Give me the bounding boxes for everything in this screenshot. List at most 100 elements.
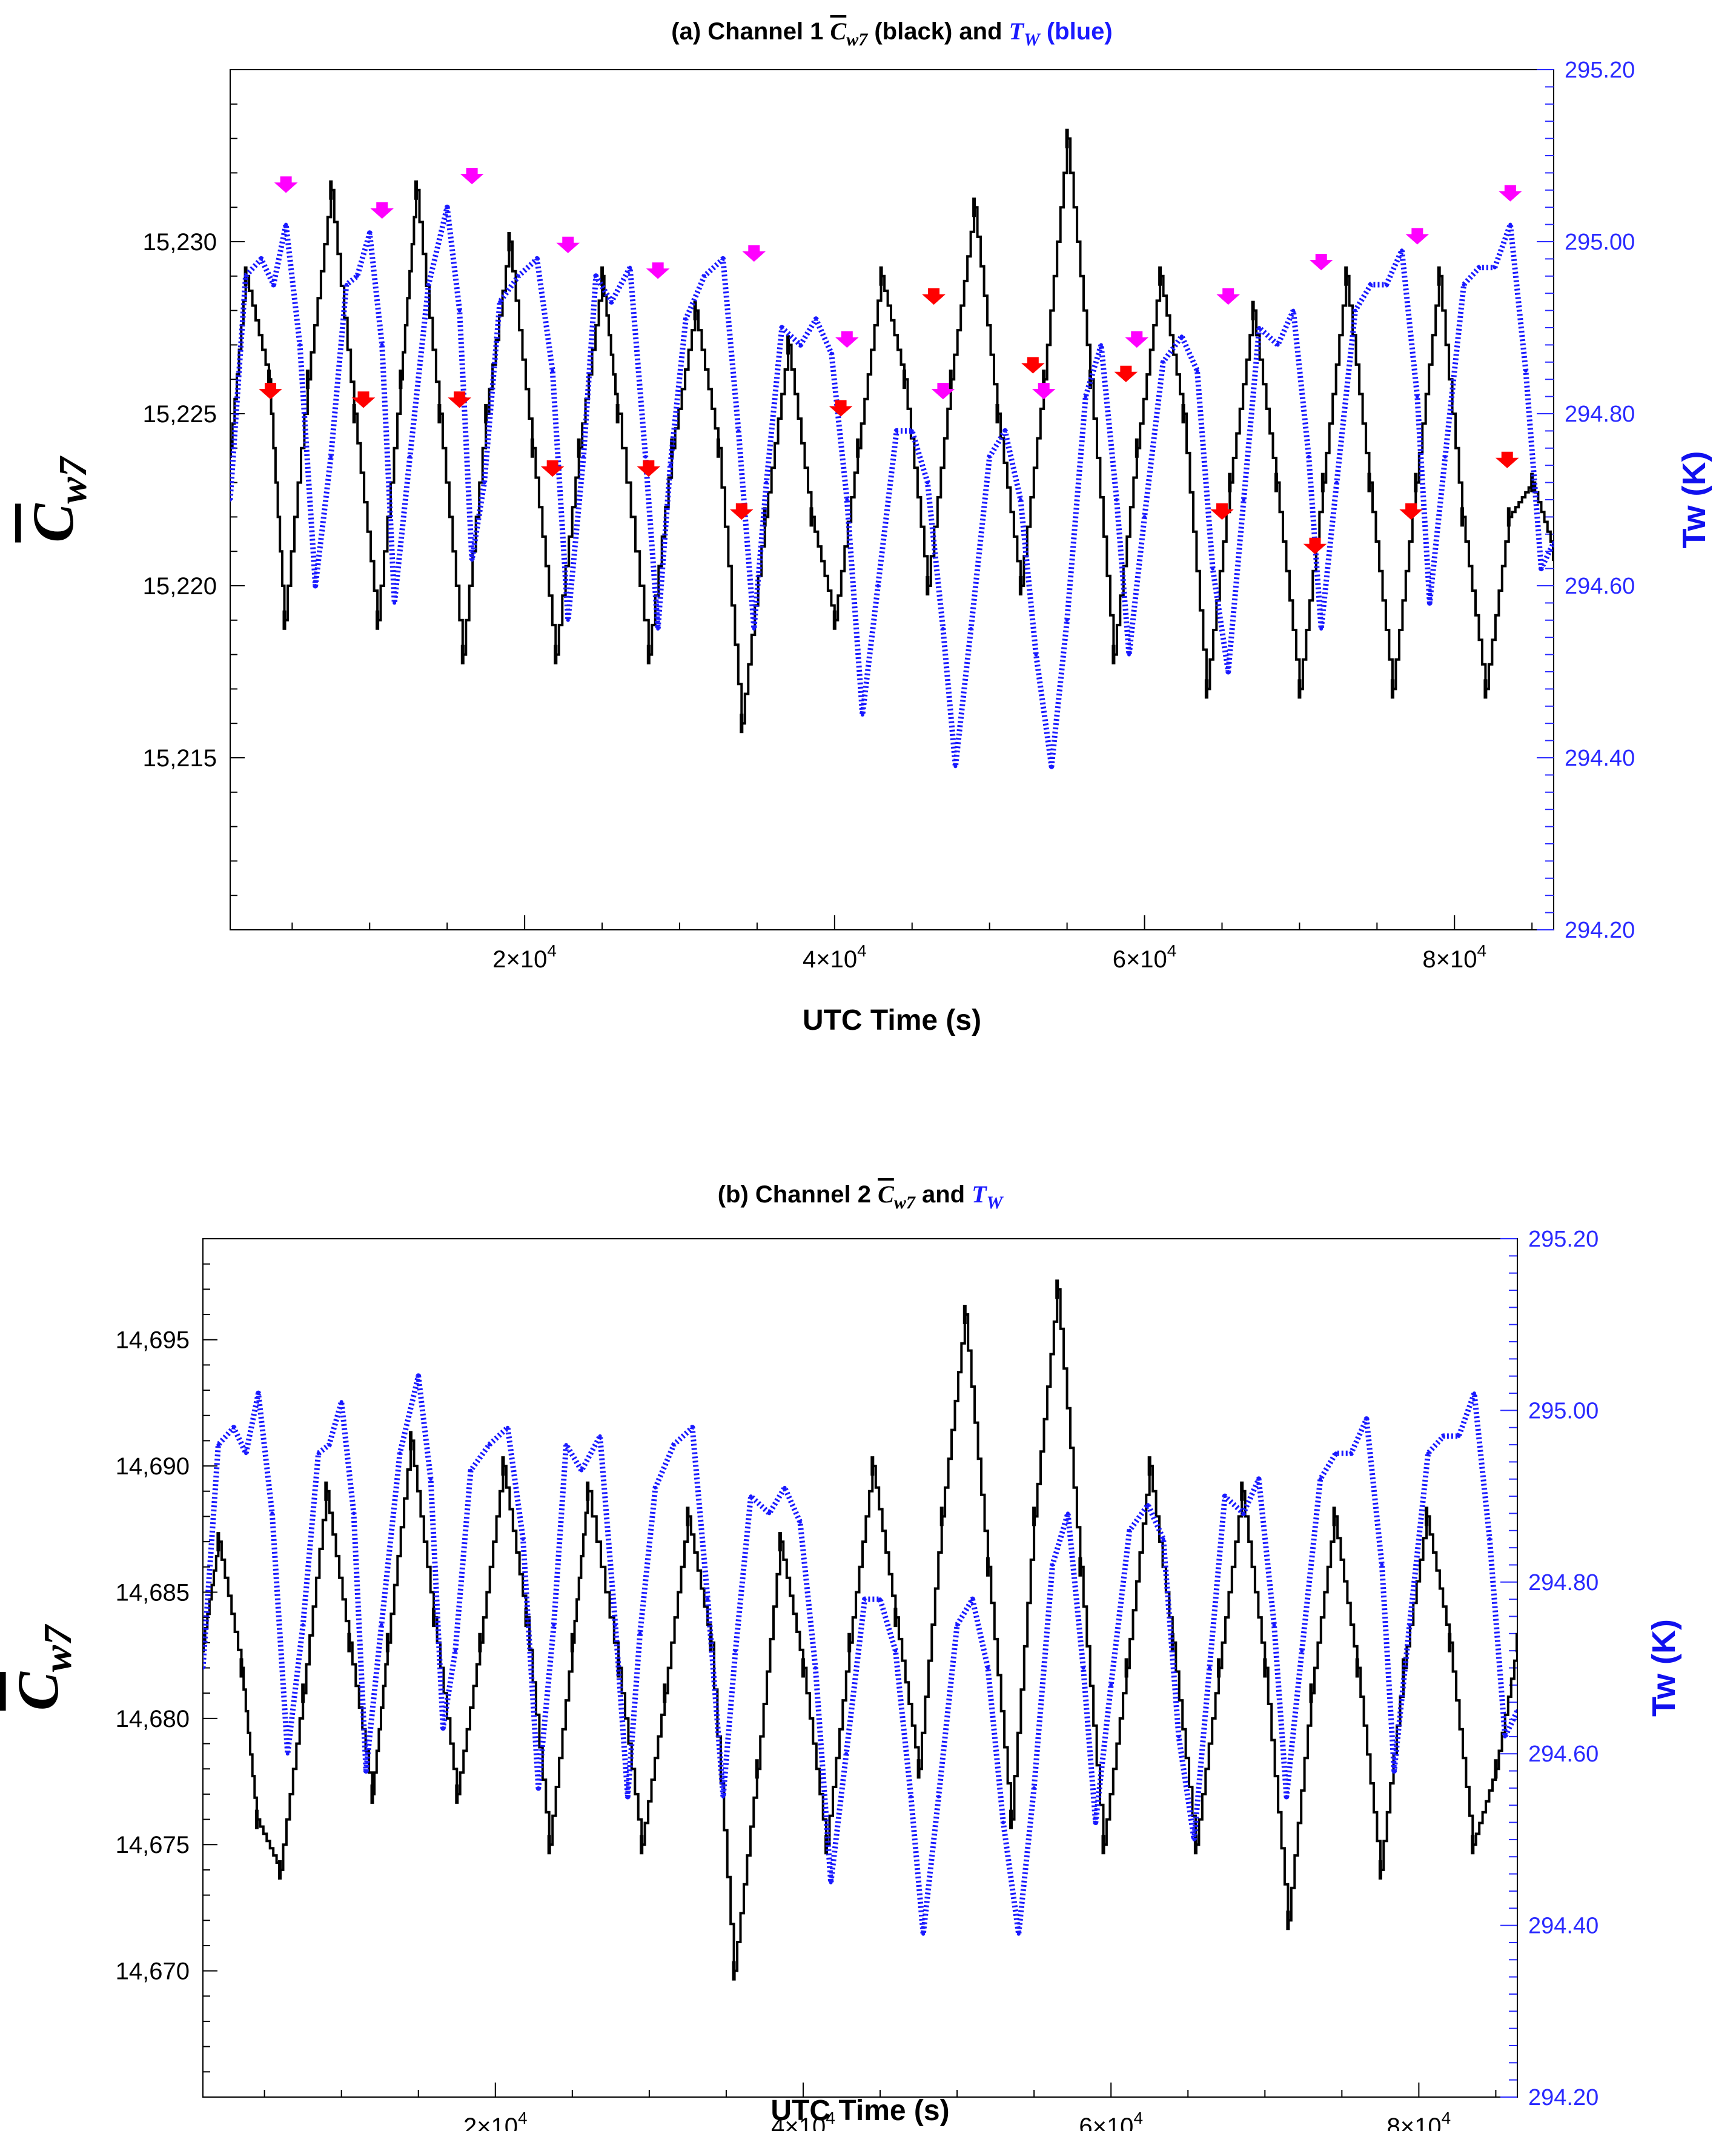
series-line-cw7 [230,137,1554,725]
left-tick-label: 15,215 [143,745,217,772]
drop-marker-arrow [1210,503,1234,520]
data-point-tw [1319,627,1324,631]
data-point-tw [203,1666,205,1670]
data-point-tw [594,274,598,278]
data-point-tw [987,455,992,459]
data-point-tw [516,274,520,278]
left-tick-label: 14,680 [116,1706,190,1732]
data-point-tw [1353,308,1357,313]
data-point-tw [429,1477,433,1481]
data-point-tw [895,429,899,433]
data-point-tw [986,1666,990,1670]
peak-marker-arrow [742,245,766,262]
data-point-tw [1334,1451,1338,1456]
x-tick-mantissa: 2 [463,2113,477,2131]
data-point-tw [1334,480,1339,485]
data-point-tw [953,764,958,769]
title-temp-subscript: W [987,1193,1004,1213]
title-prefix: (a) Channel 1 [671,18,830,45]
x-tick-mantissa: 4 [803,946,816,973]
data-point-tw [1392,1769,1396,1773]
data-point-tw [970,1597,975,1602]
chart-panel-a: (a) Channel 1 Cw7 (black) and TW (blue) 1… [21,18,1712,1036]
data-point-tw [860,713,864,717]
peak-marker-arrow [646,262,670,279]
x-tick-label: 2×104 [492,941,557,973]
drop-marker-arrow [922,288,946,305]
title-mid: (black) and [867,18,1009,45]
x-tick-exponent: 4 [1167,941,1177,960]
data-point-tw [941,627,945,631]
plot-frame [202,1238,1518,2098]
chart-panel-b: (b) Channel 2 Cw7 and TW 14,670 14,675 14,6… [5,1181,1682,2131]
x-tick-mantissa: 6 [1113,946,1126,973]
data-point-tw [216,1443,220,1447]
peak-marker-arrow [835,331,859,348]
data-point-tw [445,205,449,210]
data-point-tw [609,300,614,304]
data-point-tw [1492,265,1497,270]
data-point-tw [368,231,372,235]
data-point-tw [1284,1795,1288,1798]
chart-title: (a) Channel 1 Cw7 (black) and TW (blue) [671,18,1112,50]
data-point-tw [1146,1503,1150,1507]
title-subscript: w7 [846,30,868,50]
data-point-tw [1443,455,1447,459]
right-tick-label: 295.20 [1565,58,1635,83]
data-point-tw [1276,343,1280,347]
chart-title: (b) Channel 2 Cw7 and TW [718,1181,1004,1213]
series-group [203,1279,1517,1981]
data-point-tw [416,1374,420,1378]
drop-marker-arrow [1495,451,1519,468]
data-point-tw [552,1623,556,1627]
data-point-tw [1415,394,1419,399]
data-point-tw [1127,1528,1131,1533]
title-suffix: (blue) [1040,18,1113,45]
data-point-tw [1211,566,1215,571]
data-point-tw [284,222,288,227]
data-point-tw [1365,1417,1368,1421]
right-tick-label: 294.60 [1565,574,1635,599]
left-axis-label: Cw7 [5,1623,80,1711]
data-point-tw [344,283,348,287]
left-tick-label: 14,675 [116,1832,190,1858]
drop-marker-arrow [1399,503,1423,520]
x-tick-label: 8×104 [1387,2109,1451,2131]
data-point-tw [1016,1932,1021,1936]
data-point-tw [969,627,973,631]
data-point-tw [581,455,586,459]
right-tick-label: 294.20 [1565,918,1635,943]
data-point-tw [921,1932,926,1936]
data-point-tw [1257,326,1261,330]
data-point-tw [364,1769,368,1773]
data-point-tw [706,1597,710,1602]
x-tick-mantissa: 4 [771,2113,784,2131]
data-point-tw [926,480,930,485]
data-point-tw [535,257,539,261]
data-point-tw [244,274,248,278]
right-axis-label: Tw (K) [1676,451,1712,549]
data-point-tw [626,1795,630,1798]
data-point-tw [654,1485,657,1490]
data-point-tw [783,1485,787,1490]
left-axis-symbol: C [5,1671,70,1711]
data-point-tw [1179,334,1184,339]
x-tick-times-ten: ×10 [1093,2113,1134,2131]
data-point-tw [764,480,769,485]
data-point-tw [457,308,462,313]
data-point-tw [1380,1563,1384,1567]
data-point-tw [829,1880,833,1884]
data-point-tw [1291,308,1296,313]
drop-marker-arrow [730,503,754,520]
data-point-tw [301,1623,305,1627]
x-tick-exponent: 4 [1442,2109,1451,2127]
data-point-tw [379,1623,383,1627]
data-point-tw [1127,652,1131,657]
data-point-tw [566,618,570,622]
data-point-tw [1081,1666,1085,1670]
data-point-tw [1195,369,1199,373]
data-point-tw [684,317,688,321]
x-tick-label: 6×104 [1113,941,1177,973]
data-point-tw [393,601,397,605]
left-axis-subscript: w7 [51,455,95,503]
